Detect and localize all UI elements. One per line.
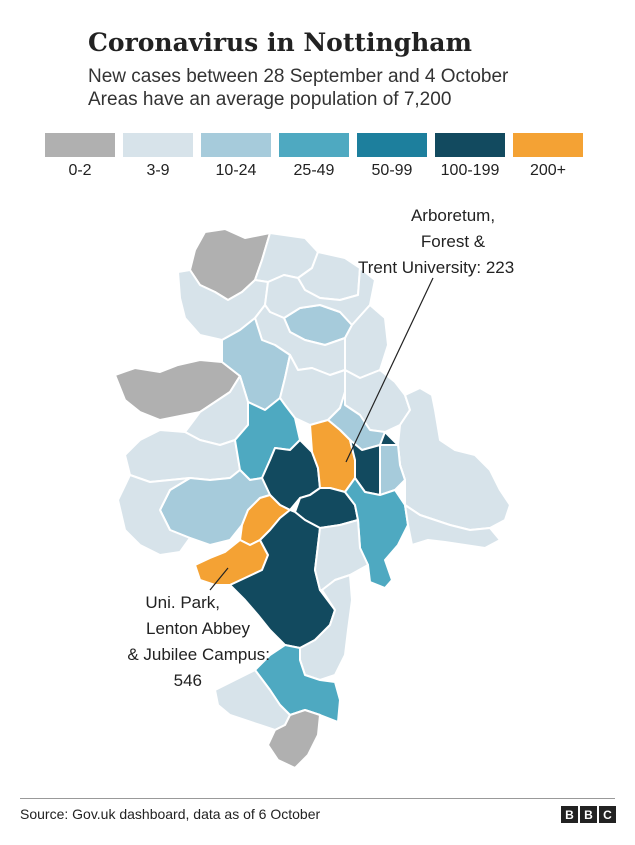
arboretum-line3: Trent University: 223	[358, 258, 515, 277]
footer-divider	[20, 798, 615, 799]
legend-label-10-24: 10-24	[215, 162, 257, 179]
legend-label-0-2: 0-2	[68, 162, 92, 179]
area-far-east	[397, 387, 511, 531]
legend-swatch-200+	[513, 133, 583, 157]
unipark-line3: & Jubilee Campus:	[127, 645, 270, 664]
legend-swatch-3-9	[123, 133, 193, 157]
legend-label-3-9: 3-9	[146, 162, 170, 179]
map-title: Coronavirus in Nottingham	[88, 28, 472, 57]
source-note: Source: Gov.uk dashboard, data as of 6 O…	[20, 806, 321, 822]
area-southeast-light	[404, 504, 501, 549]
area-south-grey	[267, 709, 321, 769]
legend-label-100-199: 100-199	[440, 162, 500, 179]
legend-label-200+: 200+	[529, 162, 567, 179]
unipark-annotation: Uni. Park, Lenton Abbey & Jubilee Campus…	[120, 590, 270, 694]
legend-label-25-49: 25-49	[293, 162, 335, 179]
bbc-logo-block: B	[580, 806, 597, 823]
legend-swatch-50-99	[357, 133, 427, 157]
subtitle-date-range: New cases between 28 September and 4 Oct…	[88, 66, 509, 87]
area-west-5	[117, 474, 191, 556]
bbc-logo-block: B	[561, 806, 578, 823]
arboretum-line3-wrap: Trent University: 223	[358, 255, 514, 281]
unipark-line1: Uni. Park,	[145, 593, 220, 612]
legend-swatch-0-2	[45, 133, 115, 157]
arboretum-line1: Arboretum,	[410, 206, 496, 225]
bbc-logo-block: C	[599, 806, 616, 823]
area-east-3	[379, 444, 406, 496]
unipark-leader-line	[209, 567, 229, 591]
legend-swatch-25-49	[279, 133, 349, 157]
arboretum-leader-line	[345, 277, 434, 463]
unipark-line2: Lenton Abbey	[146, 619, 250, 638]
unipark-line4: 546	[173, 671, 202, 690]
arboretum-line2: Forest &	[420, 232, 486, 251]
arboretum-annotation: Arboretum, Forest &	[398, 203, 508, 255]
legend-swatch-10-24	[201, 133, 271, 157]
legend-swatch-100-199	[435, 133, 505, 157]
legend-label-50-99: 50-99	[371, 162, 413, 179]
subtitle-population-note: Areas have an average population of 7,20…	[88, 89, 452, 110]
